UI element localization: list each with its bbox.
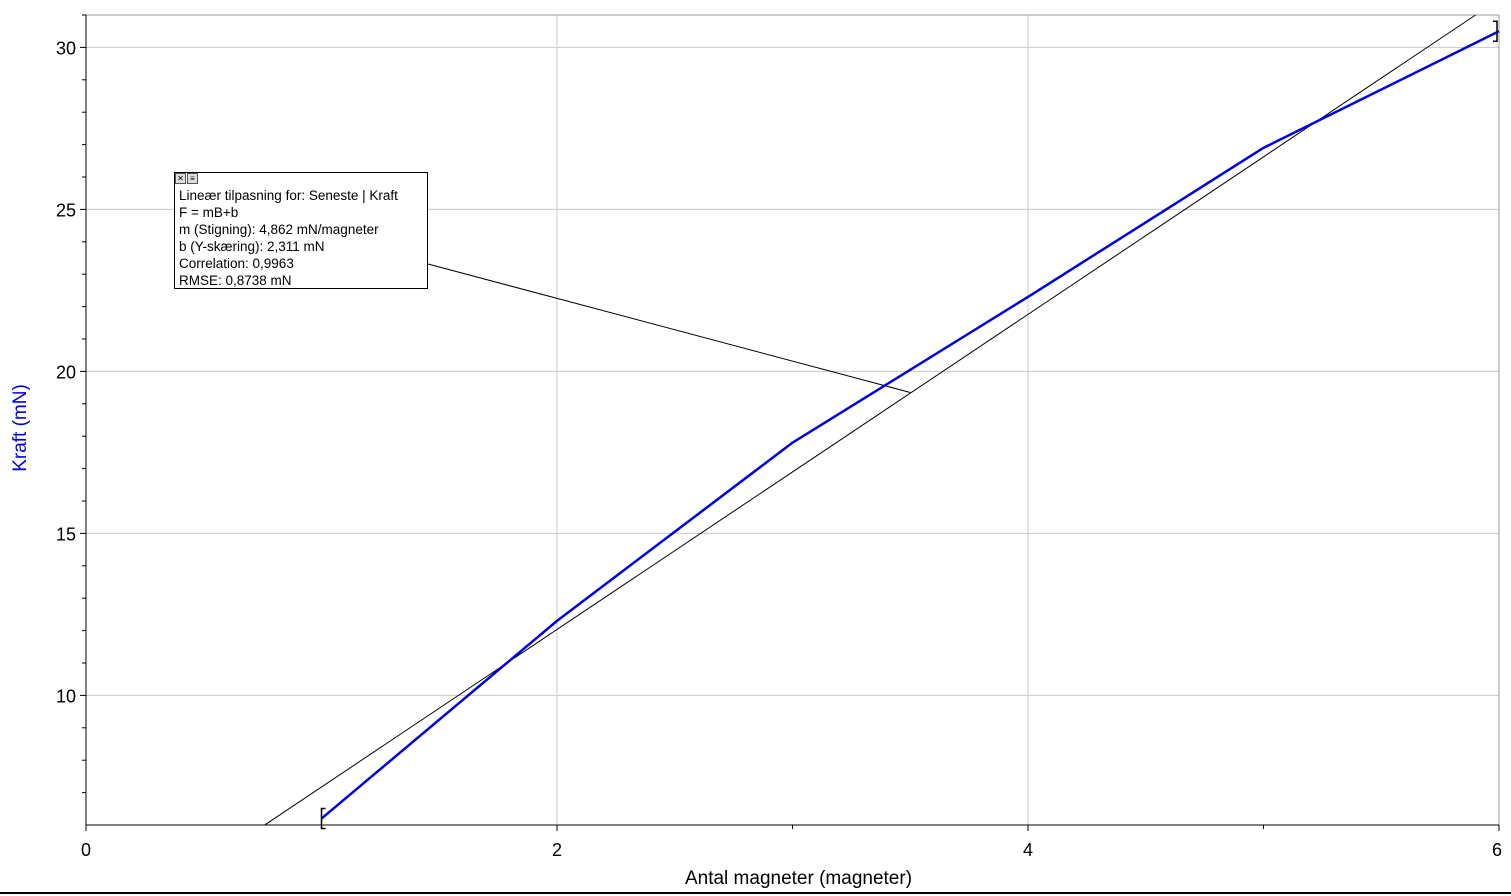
options-icon[interactable]: ≡	[187, 173, 198, 184]
fit-line-correlation: Correlation: 0,9963	[179, 256, 294, 271]
close-icon[interactable]: ✕	[175, 173, 186, 184]
y-tick-label: 10	[56, 686, 76, 706]
fit-line	[264, 14, 1476, 826]
annotation-controls: ✕ ≡	[175, 173, 199, 184]
series-layer	[320, 30, 1500, 820]
x-tick-label: 4	[1023, 840, 1033, 860]
y-tick-label: 20	[56, 362, 76, 382]
x-tick-label: 2	[552, 840, 562, 860]
left-selection-bracket	[320, 807, 326, 830]
y-tick-label: 15	[56, 524, 76, 544]
selection-brackets[interactable]	[320, 20, 1498, 830]
fit-text-lines: Lineær tilpasning for: Seneste | Kraft F…	[179, 187, 398, 289]
fit-line-title: Lineær tilpasning for: Seneste | Kraft	[179, 188, 398, 203]
x-tick-label: 6	[1492, 840, 1502, 860]
x-tick-label: 0	[81, 840, 91, 860]
fit-line-slope: m (Stigning): 4,862 mN/magneter	[179, 222, 379, 237]
annotation-leader-line	[427, 263, 911, 393]
fit-line-intercept: b (Y-skæring): 2,311 mN	[179, 239, 325, 254]
right-selection-bracket	[1493, 20, 1498, 42]
y-axis-title: Kraft (mN)	[10, 384, 31, 472]
fit-line-equation: F = mB+b	[179, 205, 239, 220]
y-tick-label: 30	[56, 38, 76, 58]
x-axis-title: Antal magneter (magneter)	[685, 868, 912, 889]
tick-labels: 0 2 4 6 10 15 20 25 30	[56, 38, 1502, 860]
linear-fit-annotation[interactable]: ✕ ≡ Lineær tilpasning for: Seneste | Kra…	[174, 172, 428, 289]
axes	[0, 14, 1511, 894]
y-tick-label: 25	[56, 200, 76, 220]
fit-line-layer	[264, 14, 1476, 826]
fit-line-rmse: RMSE: 0,8738 mN	[179, 273, 292, 288]
series-line	[320, 30, 1500, 820]
